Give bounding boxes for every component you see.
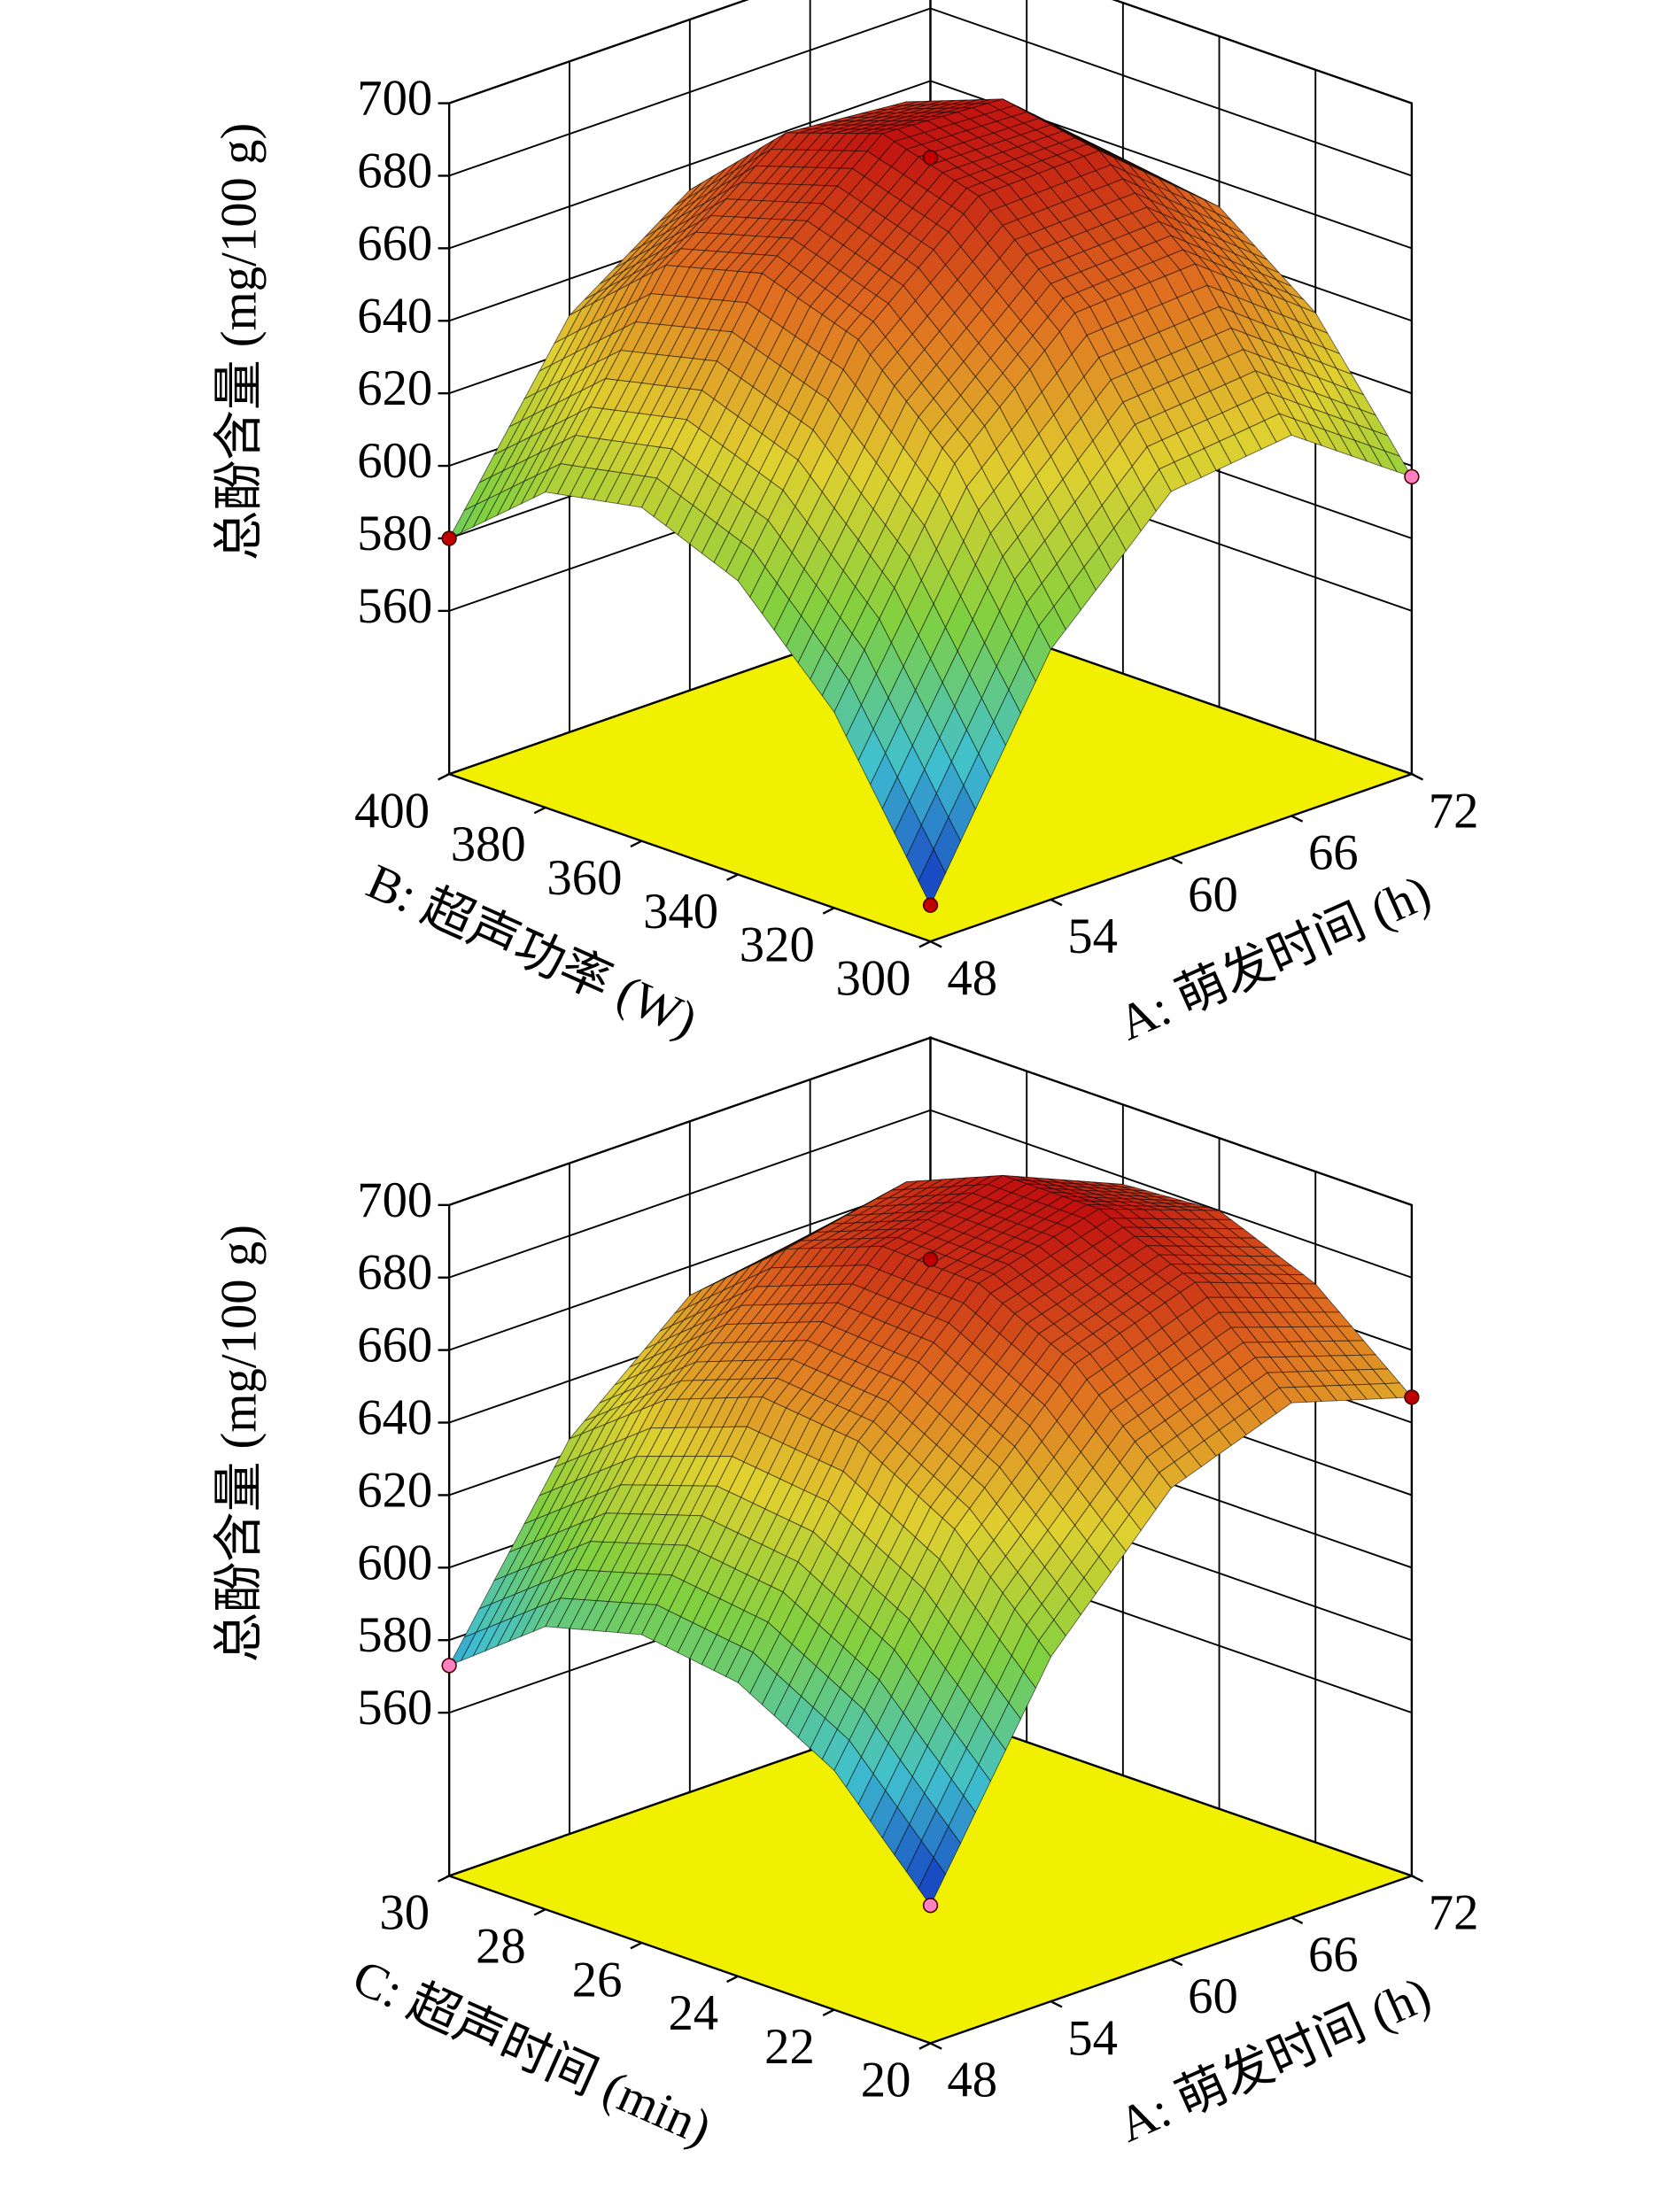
z-tick-label: 700 (357, 71, 432, 127)
design-point (922, 1898, 939, 1914)
z-tick-label: 660 (357, 1318, 432, 1373)
x-tick-label: 60 (1188, 867, 1238, 923)
surface-patch (918, 847, 947, 907)
y-tick (726, 873, 739, 881)
z-axis-title: 总酚含量 (mg/100 g) (212, 1225, 267, 1662)
y-tick (630, 839, 643, 848)
y-tick-label: 360 (546, 850, 622, 906)
z-tick-label: 680 (357, 1245, 432, 1301)
y-tick (533, 806, 546, 815)
y-tick (822, 907, 835, 915)
x-tick (1411, 1875, 1424, 1883)
y-tick-label: 400 (354, 783, 430, 839)
x-tick (1290, 1916, 1304, 1925)
y-tick-label: 24 (668, 1985, 718, 2041)
z-tick-label: 560 (357, 1680, 432, 1736)
y-tick (918, 940, 932, 948)
x-tick (1050, 898, 1063, 907)
z-tick-label: 640 (357, 1390, 432, 1446)
z-tick-label: 700 (357, 1172, 432, 1228)
design-point (1404, 468, 1420, 485)
x-tick (929, 2042, 942, 2050)
x-tick-label: 66 (1308, 825, 1359, 881)
grid-line (448, 1036, 1413, 1206)
y-tick (438, 1875, 450, 1883)
y-tick-label: 26 (572, 1952, 623, 2007)
z-tick-label: 600 (357, 433, 432, 489)
z-tick-label: 580 (357, 506, 432, 561)
y-tick-label: 20 (861, 2053, 911, 2108)
x-tick-label: 66 (1308, 1927, 1359, 1983)
surface-patch (918, 1856, 947, 1906)
grid-line (448, 0, 1413, 104)
x-tick-label: 54 (1067, 2010, 1118, 2066)
y-tick (630, 1941, 643, 1950)
z-tick-label: 580 (357, 1607, 432, 1663)
design-point (1404, 1389, 1420, 1405)
z-tick-label: 620 (357, 1462, 432, 1518)
x-tick (1050, 2000, 1063, 2008)
y-tick (533, 1908, 546, 1916)
x-tick (1170, 1958, 1183, 1967)
x-tick-label: 48 (947, 950, 997, 1006)
z-axis-title: 总酚含量 (mg/100 g) (212, 123, 267, 561)
y-tick-label: 380 (451, 816, 526, 872)
x-tick (1290, 815, 1304, 823)
x-tick-label: 72 (1429, 783, 1479, 839)
y-tick (822, 2008, 835, 2016)
x-axis-title: A: 萌发时间 (h) (1110, 1966, 1438, 2153)
y-tick-label: 300 (835, 950, 911, 1006)
z-tick-label: 680 (357, 143, 432, 198)
y-tick (726, 1975, 739, 1984)
z-tick-label: 620 (357, 360, 432, 416)
design-point (441, 1658, 457, 1674)
y-tick-label: 22 (764, 2019, 815, 2075)
x-tick-label: 60 (1188, 1968, 1238, 2024)
y-tick-label: 320 (740, 917, 815, 973)
y-tick-label: 28 (476, 1918, 526, 1974)
design-point (922, 1251, 939, 1267)
z-tick-label: 600 (357, 1535, 432, 1590)
x-tick-label: 72 (1429, 1885, 1479, 1941)
x-axis-title: A: 萌发时间 (h) (1110, 864, 1438, 1051)
z-tick-label: 660 (357, 215, 432, 271)
z-tick-label: 560 (357, 578, 432, 634)
design-point (922, 897, 939, 913)
y-tick-label: 30 (379, 1885, 430, 1941)
design-point (441, 530, 457, 546)
design-point (922, 150, 939, 166)
y-tick (918, 2042, 932, 2050)
z-tick-label: 640 (357, 288, 432, 344)
x-tick (929, 940, 942, 948)
x-tick-label: 54 (1067, 909, 1118, 964)
y-tick-label: 340 (643, 884, 718, 940)
y-tick (438, 773, 450, 781)
y-axis-title: C: 超声时间 (min) (345, 1949, 719, 2156)
x-tick (1411, 773, 1424, 781)
x-tick-label: 48 (947, 2053, 997, 2108)
x-tick (1170, 856, 1183, 865)
